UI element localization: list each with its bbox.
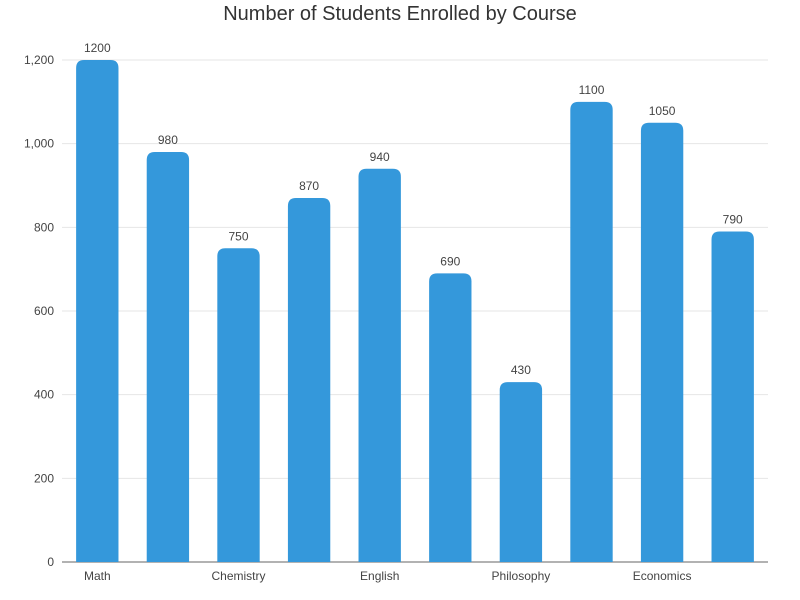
bar-value-label: 790 [723, 213, 743, 227]
bar-value-label: 940 [370, 150, 390, 164]
y-tick-label: 800 [34, 220, 54, 234]
bar-value-label: 750 [228, 229, 248, 243]
bar [146, 152, 190, 563]
bar [358, 168, 401, 562]
bars [76, 60, 754, 563]
bar [499, 382, 543, 562]
bar [570, 101, 613, 562]
bar-value-label: 1200 [84, 41, 111, 55]
bar [711, 231, 754, 562]
y-tick-label: 400 [34, 388, 54, 402]
bar [640, 122, 684, 562]
x-tick-label: Math [84, 569, 111, 583]
bar-value-label: 980 [158, 133, 178, 147]
bar-value-label: 870 [299, 179, 319, 193]
x-tick-label: English [360, 569, 399, 583]
y-tick-label: 200 [34, 471, 54, 485]
y-tick-label: 600 [34, 304, 54, 318]
y-tick-label: 1,200 [24, 53, 54, 67]
x-tick-label: Economics [633, 569, 692, 583]
bar-value-label: 1050 [649, 104, 676, 118]
chart-title: Number of Students Enrolled by Course [223, 3, 577, 25]
axes: 0 200 400 600 800 1,000 1,200 Math Chemistry Engl… [24, 53, 768, 583]
x-tick-label: Chemistry [211, 569, 265, 583]
y-tick-label: 0 [47, 555, 54, 569]
bar [217, 248, 260, 562]
bar-value-label: 430 [511, 363, 531, 377]
bar-value-label: 1100 [579, 83, 605, 97]
data-labels: 1200 980 750 870 940 690 430 1100 1050 790 [84, 41, 743, 377]
bar [429, 273, 472, 562]
bar-value-label: 690 [440, 254, 460, 268]
y-tick-label: 1,000 [24, 137, 54, 151]
bar [287, 198, 331, 563]
x-tick-label: Philosophy [492, 569, 551, 583]
bar [76, 60, 119, 562]
